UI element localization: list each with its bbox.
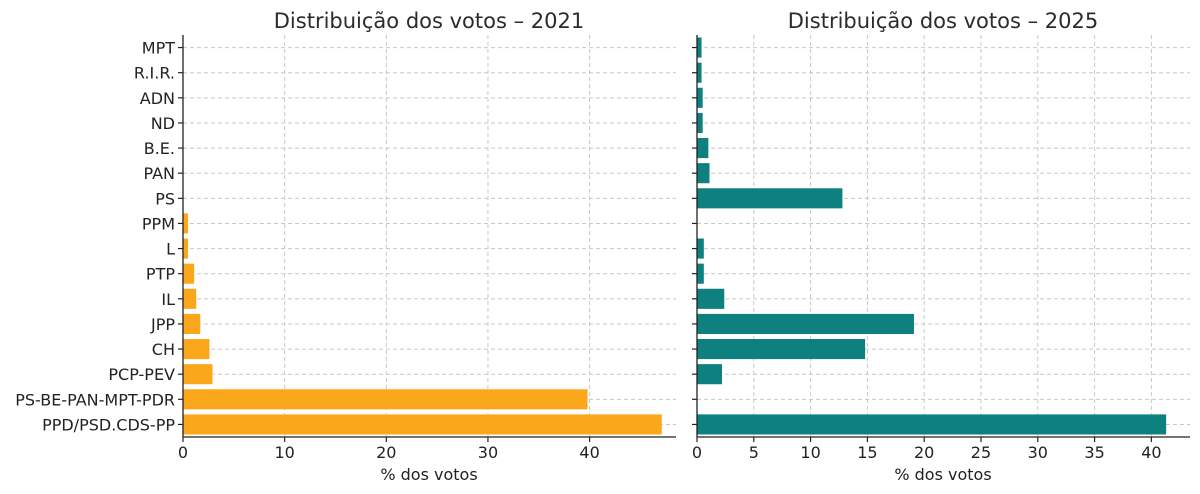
x-tick-label: 25: [971, 443, 991, 462]
category-label: MPT: [142, 39, 175, 58]
category-label: ADN: [140, 89, 175, 108]
x-tick-label: 10: [800, 443, 820, 462]
bar: [183, 238, 189, 259]
bar: [183, 313, 201, 334]
x-tick-label: 20: [914, 443, 934, 462]
bar: [183, 288, 197, 309]
bar: [183, 213, 189, 234]
bar: [697, 263, 704, 284]
bar: [697, 163, 710, 184]
x-tick-label: 0: [178, 443, 188, 462]
x-tick-label: 5: [749, 443, 759, 462]
bar: [183, 414, 662, 435]
bar: [697, 364, 722, 385]
x-tick-label: 0: [692, 443, 702, 462]
category-label: R.I.R.: [134, 64, 175, 83]
bar: [697, 288, 725, 309]
bar: [697, 37, 702, 58]
x-tick-label: 10: [274, 443, 294, 462]
category-label: JPP: [150, 315, 175, 334]
bar: [697, 87, 703, 108]
category-label: PS-BE-PAN-MPT-PDR: [15, 390, 175, 409]
bar: [697, 238, 704, 259]
bar: [697, 62, 702, 83]
x-tick-label: 30: [478, 443, 498, 462]
category-label: PPM: [142, 214, 175, 233]
category-label: B.E.: [144, 139, 175, 158]
chart-panel-2021: 0 10 20 30 40 MPT R.I.R. ADN ND B.E. PAN PS PPM L PTP I…: [15, 9, 676, 484]
plot-area: 0 10 20 30 40 MPT R.I.R. ADN ND B.E. PAN PS PPM L PTP I…: [15, 35, 676, 462]
bar: [697, 414, 1167, 435]
x-tick-label: 30: [1028, 443, 1048, 462]
x-tick-label: 15: [857, 443, 877, 462]
chart-panel-2025: 0 5 10 15 20 25 30 35 40 Distribuição dos votos …: [692, 9, 1190, 484]
category-label: PPD/PSD.CDS-PP: [42, 415, 175, 434]
category-label: PAN: [143, 164, 175, 183]
category-label: CH: [152, 340, 175, 359]
category-label: PS: [155, 189, 175, 208]
bar: [697, 138, 709, 159]
bar: [183, 263, 195, 284]
category-label: IL: [161, 290, 175, 309]
x-tick-label: 20: [376, 443, 396, 462]
x-tick-label: 35: [1084, 443, 1104, 462]
category-label: L: [166, 240, 175, 259]
chart-title-2025: Distribuição dos votos – 2025: [788, 9, 1098, 33]
bar: [183, 364, 213, 385]
bar: [697, 188, 843, 209]
category-label: ND: [151, 114, 175, 133]
bar: [183, 339, 210, 360]
x-tick-label: 40: [1141, 443, 1161, 462]
x-axis-label-2021: % dos votos: [380, 465, 477, 484]
x-tick-label: 40: [579, 443, 599, 462]
x-axis-label-2025: % dos votos: [894, 465, 991, 484]
bar: [183, 389, 588, 410]
plot-area: 0 5 10 15 20 25 30 35 40: [692, 35, 1190, 462]
bar: [697, 313, 914, 334]
bar: [697, 112, 703, 133]
chart-title-2021: Distribuição dos votos – 2021: [274, 9, 584, 33]
bar: [697, 339, 866, 360]
category-label: PTP: [146, 265, 175, 284]
category-label: PCP-PEV: [108, 365, 175, 384]
